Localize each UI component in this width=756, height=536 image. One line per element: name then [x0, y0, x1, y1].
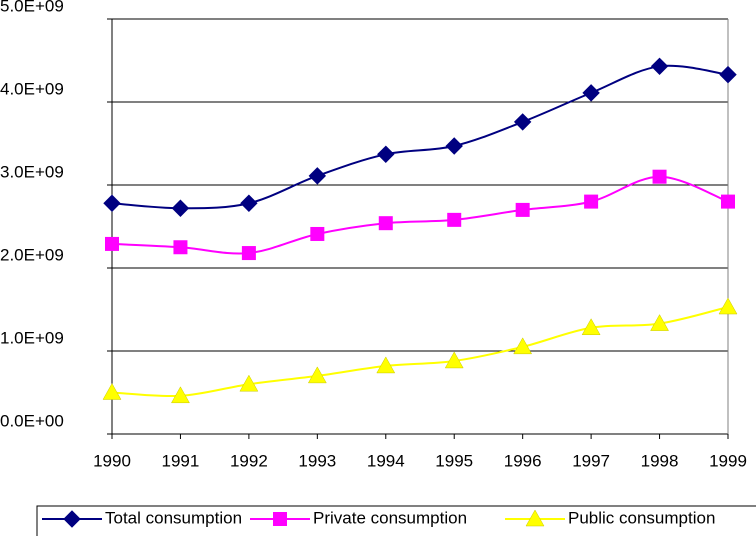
y-tick-label: 0.0E+00: [0, 411, 64, 430]
legend-marker: [63, 510, 81, 528]
x-tick-label: 1998: [641, 451, 679, 470]
y-tick-label: 5.0E+09: [0, 0, 64, 15]
x-tick-label: 1996: [504, 451, 542, 470]
marker: [377, 145, 395, 163]
marker: [376, 356, 396, 374]
marker: [308, 167, 327, 185]
legend-marker: [273, 512, 287, 526]
marker: [173, 240, 188, 255]
series-line: [111, 175, 729, 255]
marker: [650, 314, 669, 331]
y-tick-label: 2.0E+09: [0, 245, 64, 264]
x-tick-label: 1995: [435, 451, 473, 470]
marker: [171, 386, 190, 404]
marker: [310, 226, 325, 241]
series-line: [111, 306, 729, 398]
marker: [719, 65, 737, 84]
y-tick-label: 1.0E+09: [0, 328, 64, 347]
marker: [447, 212, 462, 227]
x-tick-label: 1997: [572, 451, 610, 470]
marker: [515, 202, 530, 217]
marker: [171, 199, 190, 217]
marker: [105, 236, 119, 251]
marker: [444, 351, 464, 369]
legend-label: Public consumption: [568, 508, 715, 527]
legend-marker: [525, 509, 545, 527]
marker: [721, 194, 735, 209]
marker: [513, 113, 532, 131]
x-tick-label: 1992: [230, 451, 268, 470]
legend-box: [36, 505, 756, 536]
marker: [378, 216, 393, 231]
marker: [582, 84, 600, 102]
marker: [581, 318, 601, 336]
marker: [584, 194, 599, 209]
marker: [307, 366, 327, 384]
x-tick-label: 1991: [162, 451, 200, 470]
x-tick-label: 1990: [93, 451, 131, 470]
legend-label: Private consumption: [313, 508, 467, 527]
marker: [652, 169, 667, 184]
y-tick-label: 4.0E+09: [0, 79, 64, 98]
marker: [445, 137, 463, 155]
legend-label: Total consumption: [105, 508, 242, 527]
marker: [102, 382, 122, 400]
x-tick-label: 1993: [298, 451, 336, 470]
marker: [241, 246, 256, 261]
marker: [240, 194, 258, 212]
y-tick-label: 3.0E+09: [0, 162, 64, 181]
series-line: [111, 64, 729, 210]
x-tick-label: 1999: [709, 451, 747, 470]
marker: [103, 194, 121, 212]
marker: [239, 374, 259, 392]
marker: [650, 57, 669, 76]
marker: [718, 297, 738, 315]
x-tick-label: 1994: [367, 451, 405, 470]
marker: [513, 337, 533, 355]
